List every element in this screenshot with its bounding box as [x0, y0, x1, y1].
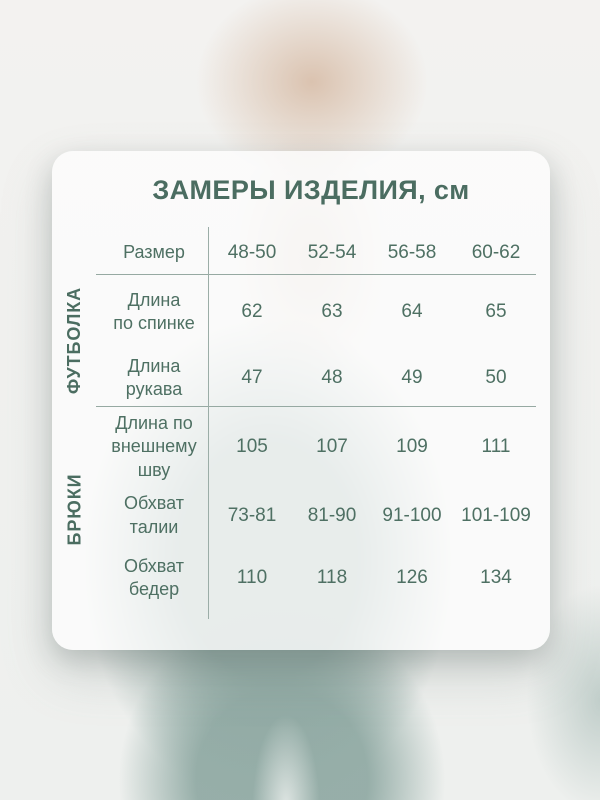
- header-size-label: Размер: [123, 241, 185, 262]
- back-length-48-50: 62: [241, 301, 263, 322]
- hip-girth-48-50: 110: [236, 567, 268, 588]
- size-column-56-58: 56-58: [387, 241, 437, 263]
- waist-girth-48-50: 73-81: [227, 504, 277, 526]
- divider-section-separator: [96, 406, 536, 407]
- row-label-waist-girth: Обхват талии: [124, 493, 184, 537]
- outer-seam-60-62: 111: [481, 436, 511, 457]
- row-label-sleeve-length: Длина рукава: [125, 355, 183, 399]
- table-header-row: Размер 48-50 52-54 56-58 60-62: [52, 231, 550, 274]
- table-row-hip-girth: Обхват бедер 110 118 126 134: [52, 543, 550, 613]
- outer-seam-56-58: 109: [396, 436, 428, 457]
- table-row-back-length: Длина по спинке 62 63 64 65: [52, 274, 550, 350]
- back-length-52-54: 63: [321, 301, 343, 322]
- waist-girth-60-62: 101-109: [461, 504, 531, 526]
- size-chart-title: ЗАМЕРЫ ИЗДЕЛИЯ, см: [152, 175, 470, 205]
- sleeve-length-60-62: 50: [485, 367, 507, 388]
- waist-girth-56-58: 91-100: [382, 504, 442, 526]
- back-length-56-58: 64: [401, 301, 423, 322]
- size-table: Размер 48-50 52-54 56-58 60-62 Длина по …: [52, 231, 550, 613]
- row-label-back-length: Длина по спинке: [113, 289, 195, 333]
- hip-girth-60-62: 134: [480, 567, 512, 588]
- size-chart-card: ЗАМЕРЫ ИЗДЕЛИЯ, см ФУТБОЛКА БРЮКИ Размер…: [52, 151, 550, 650]
- divider-header-bottom: [96, 274, 536, 275]
- hip-girth-56-58: 126: [396, 567, 428, 588]
- size-column-52-54: 52-54: [307, 241, 357, 263]
- table-row-outer-seam-length: Длина по внешнему шву 105 107 109 111: [52, 406, 550, 488]
- divider-label-column: [208, 227, 209, 619]
- outer-seam-48-50: 105: [236, 436, 268, 457]
- sleeve-length-48-50: 47: [241, 367, 263, 388]
- sleeve-length-52-54: 48: [321, 367, 343, 388]
- table-row-sleeve-length: Длина рукава 47 48 49 50: [52, 350, 550, 406]
- row-label-hip-girth: Обхват бедер: [124, 555, 184, 599]
- back-length-60-62: 65: [485, 301, 507, 322]
- table-row-waist-girth: Обхват талии 73-81 81-90 91-100 101-109: [52, 488, 550, 543]
- sleeve-length-56-58: 49: [401, 367, 423, 388]
- size-column-60-62: 60-62: [471, 241, 521, 263]
- row-label-outer-seam: Длина по внешнему шву: [111, 413, 197, 480]
- size-column-48-50: 48-50: [227, 241, 277, 263]
- outer-seam-52-54: 107: [316, 436, 348, 457]
- hip-girth-52-54: 118: [316, 567, 348, 588]
- waist-girth-52-54: 81-90: [307, 504, 357, 526]
